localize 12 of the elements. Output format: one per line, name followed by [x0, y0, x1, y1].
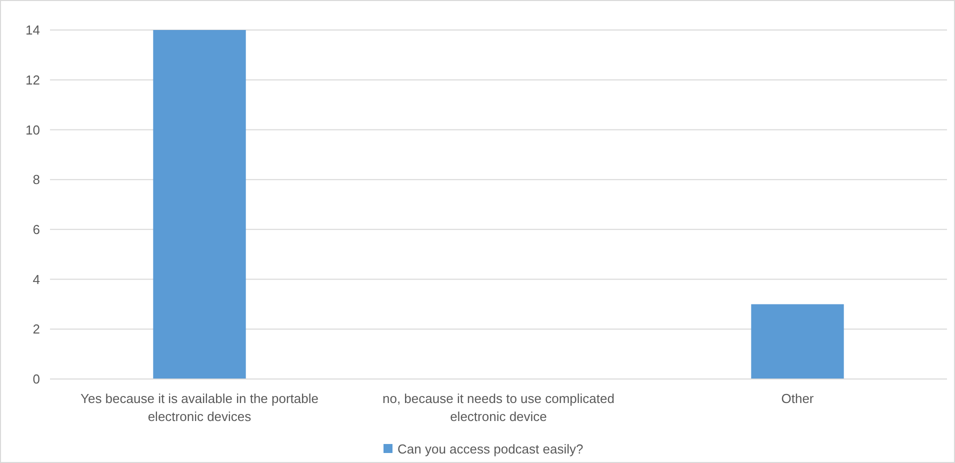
legend-label: Can you access podcast easily?	[398, 442, 584, 457]
y-tick-label: 10	[26, 122, 40, 138]
y-tick-label: 6	[32, 222, 40, 237]
y-tick-label: 8	[32, 172, 40, 188]
x-tick-label: Other	[781, 391, 814, 406]
y-tick-label: 0	[32, 372, 40, 387]
y-tick-label: 12	[26, 72, 40, 88]
y-tick-label: 2	[32, 322, 40, 337]
y-tick-label: 4	[32, 272, 40, 287]
y-tick-label: 14	[26, 22, 40, 38]
x-tick-label: Yes because it is available in the portable electronic devices	[80, 391, 319, 424]
x-tick-label: no, because it needs to use complicated electronic device	[382, 391, 614, 424]
